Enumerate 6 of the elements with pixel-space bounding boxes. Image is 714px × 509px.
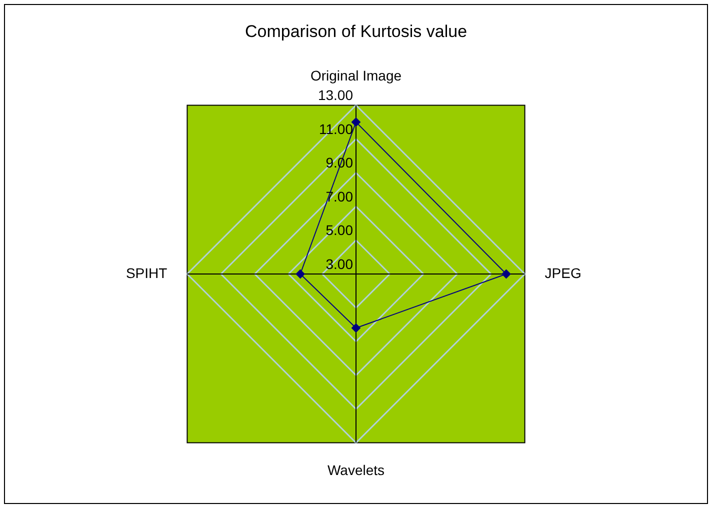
spoke-label: Original Image: [310, 68, 402, 84]
spoke-label: SPIHT: [126, 264, 168, 281]
y-tick-label: 13.00: [318, 87, 354, 104]
chart-title: Comparison of Kurtosis value: [244, 22, 468, 41]
spoke-label: JPEG: [544, 264, 582, 281]
spoke-label: Wavelets: [327, 462, 385, 478]
